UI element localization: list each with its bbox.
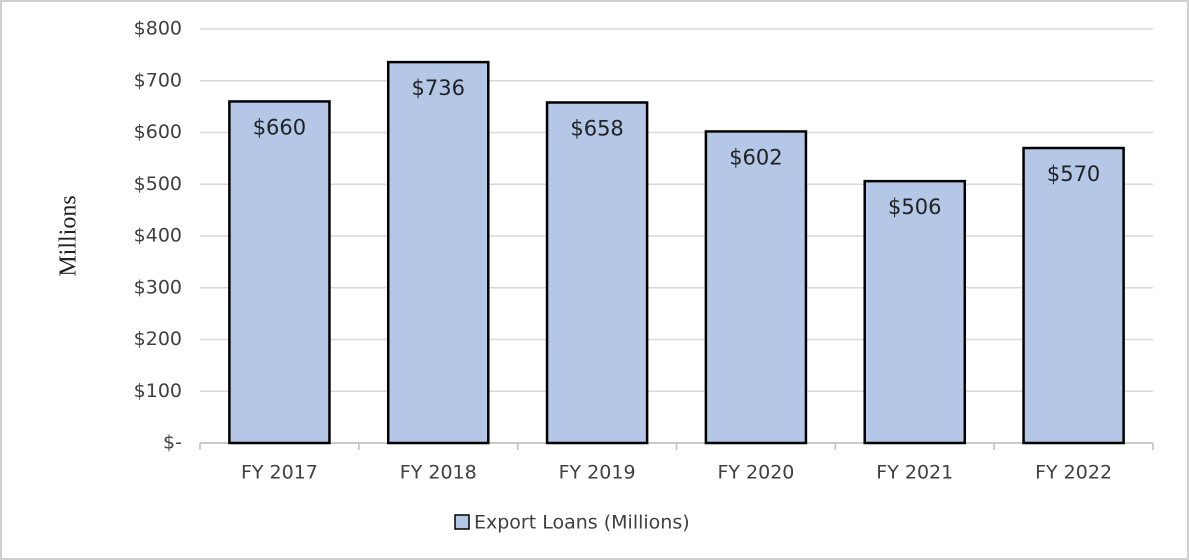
data-label: $658 xyxy=(570,116,623,140)
bar xyxy=(228,100,331,445)
data-label: $602 xyxy=(729,145,782,169)
bar xyxy=(386,60,490,445)
x-tick-label: FY 2020 xyxy=(717,462,794,484)
y-axis-title: Millions xyxy=(56,195,82,276)
y-tick-label: $100 xyxy=(134,380,182,402)
x-tick-label: FY 2018 xyxy=(400,462,477,484)
x-tick-label: FY 2022 xyxy=(1035,462,1112,484)
y-tick-label: $600 xyxy=(134,121,182,143)
y-tick-label: $- xyxy=(163,432,182,454)
y-tick-label: $800 xyxy=(134,18,182,40)
data-label: $736 xyxy=(412,76,465,100)
data-label: $660 xyxy=(253,115,306,139)
bar xyxy=(863,179,967,445)
y-tick-label: $700 xyxy=(134,69,182,91)
y-tick-label: $300 xyxy=(134,276,182,298)
data-label: $570 xyxy=(1047,162,1100,186)
bar xyxy=(1022,146,1125,445)
y-tick-label: $200 xyxy=(134,328,182,350)
y-tick-label: $500 xyxy=(134,173,182,195)
x-tick-label: FY 2019 xyxy=(559,462,636,484)
x-tick-label: FY 2021 xyxy=(876,462,953,484)
x-tick-label: FY 2017 xyxy=(241,462,318,484)
bar xyxy=(545,101,649,445)
legend-label: Export Loans (Millions) xyxy=(474,512,690,534)
y-tick-label: $400 xyxy=(134,225,182,247)
data-label: $506 xyxy=(888,195,941,219)
legend-swatch xyxy=(454,514,470,530)
bar xyxy=(704,130,808,445)
